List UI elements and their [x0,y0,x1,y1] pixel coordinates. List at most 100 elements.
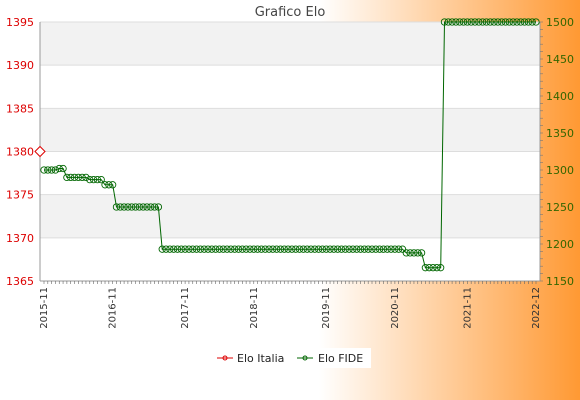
series-elo-fide-point [360,245,369,253]
series-elo-fide-point [379,245,388,253]
series-elo-fide-point [318,245,327,253]
series-elo-fide-point [238,245,246,253]
series-elo-fide-point [200,245,208,253]
series-elo-fide-point [509,18,517,26]
legend-italia-label: Elo Italia [237,352,284,365]
series-elo-fide-point [494,18,502,26]
series-elo-fide-point [303,245,311,253]
series-elo-fide-point [437,264,445,272]
series-elo-fide-point [471,18,479,26]
series-elo-fide-point [391,245,399,253]
series-elo-fide-point [120,203,128,211]
series-elo-fide-point [70,173,79,182]
series-elo-fide-point [284,245,292,253]
series-elo-fide-point [322,245,330,253]
legend: Elo Italia Elo FIDE [211,348,371,368]
series-elo-fide-point [444,18,452,26]
series-elo-fide-point [345,245,353,253]
series-elo-fide-point [109,181,117,189]
series-elo-fide-point [353,245,361,253]
series-elo-fide-point [82,173,90,182]
series-elo-fide-point [532,18,540,26]
series-elo-fide-point [299,245,307,253]
series-elo-fide-point [528,18,536,26]
series-elo-fide-point [227,245,235,253]
series-elo-fide-point [147,203,155,211]
series-elo-fide-point [231,245,239,253]
series-elo-fide-point [421,264,430,272]
series-elo-fide-point [375,245,384,253]
series-elo-fide-point [524,18,533,26]
left-tick-label: 1370 [6,232,34,245]
series-elo-fide-point [395,245,403,253]
series-elo-fide-point [242,245,250,253]
series-elo-fide-point [128,203,136,211]
series-elo-fide-point [311,245,319,253]
series-elo-fide-point [475,18,483,26]
series-elo-fide-point [482,18,491,26]
series-elo-fide-point [456,18,464,26]
series-elo-fide-point [280,245,288,253]
series-elo-fide-point [51,166,60,174]
left-tick-label: 1365 [6,275,34,288]
series-elo-fide-point [463,18,471,26]
series-elo-fide-point [246,245,254,253]
left-tick-label: 1395 [6,16,34,29]
legend-fide-label: Elo FIDE [318,352,363,365]
series-elo-fide-point [89,175,98,184]
series-elo-fide-point [67,173,75,182]
series-elo-fide-point [166,245,174,253]
plot-band [40,22,540,66]
series-elo-fide-point [177,245,185,253]
right-tick-label: 1200 [546,238,574,251]
series-elo-fide-point [59,164,67,173]
series-elo-fide-point [250,245,258,253]
series-elo-fide-point [414,249,422,257]
series-elo-fide-point [440,18,449,26]
left-tick-label: 1385 [6,102,34,115]
series-elo-fide-point [208,245,216,253]
series-elo-fide-point [314,245,323,253]
series-elo-fide-line [44,21,536,269]
series-elo-fide-point [452,18,460,26]
series-elo-fide-point [173,245,182,253]
series-elo-fide-point [192,245,201,253]
series-elo-fide-point [269,245,277,253]
x-tick-label: 2018-11 [249,287,260,329]
series-elo-fide-point [433,264,441,272]
series-elo-fide-point [189,245,197,253]
series-elo-fide-point [517,18,525,26]
series-elo-fide-point [276,245,285,253]
series-elo-fide-point [181,245,189,253]
series-elo-fide-point [417,249,426,257]
series-elo-fide-point [364,245,372,253]
left-tick-label: 1390 [6,59,34,72]
series-elo-fide-point [234,245,243,253]
series-elo-fide-point [330,245,338,253]
plot-band [40,194,540,238]
series-elo-fide-point [387,245,395,253]
plot-band [40,108,540,152]
series-elo-fide-point [383,245,391,253]
left-tick-label: 1375 [6,189,34,202]
series-elo-fide-point [467,18,475,26]
series-elo-fide-point [196,245,205,253]
series-elo-fide-point [490,18,498,26]
right-tick-label: 1500 [546,16,574,29]
right-tick-label: 1350 [546,127,574,140]
left-tick-label: 1380 [6,146,34,159]
series-elo-fide-point [372,245,380,253]
series-elo-fide-point [398,245,407,253]
series-elo-fide-point [307,245,315,253]
series-elo-fide-point [131,203,140,211]
chart-title: Grafico Elo [255,5,326,20]
x-tick-label: 2016-11 [108,287,119,329]
series-elo-fide-point [185,245,193,253]
series-elo-fide-point [223,245,231,253]
series-elo-fide-point [261,245,269,253]
series-elo-fide-point [97,175,105,184]
series-elo-fide-point [101,181,109,189]
series-elo-fide-point [116,203,124,211]
series-elo-fide-point [170,245,178,253]
